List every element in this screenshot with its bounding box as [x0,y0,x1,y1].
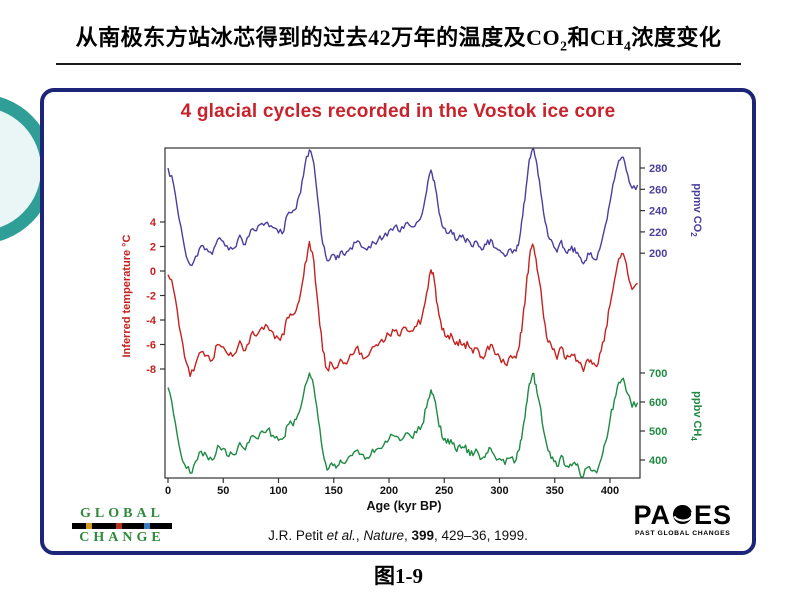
svg-text:200: 200 [649,248,667,260]
svg-text:Inferred temperature °C: Inferred temperature °C [121,234,133,357]
slide-title-sub-ch4: 4 [624,38,632,54]
citation-journal: Nature [363,528,404,543]
pages-logo: PA ES PAST GLOBAL CHANGES [633,502,732,538]
slide-title: 从南极东方站冰芯得到的过去42万年的温度及CO2和CH4浓度变化 [56,20,741,66]
plot-frame [164,147,641,479]
svg-text:220: 220 [649,227,667,239]
citation-pages: , 429–36, 1999. [434,528,528,543]
global-change-logo-line1: GLOBAL [80,506,164,521]
svg-text:-6: -6 [146,340,156,352]
co2-axis-title: ppmv CO2 [689,183,703,237]
svg-text:280: 280 [649,163,667,175]
vostok-chart-panel: 4 glacial cycles recorded in the Vostok … [40,88,756,555]
svg-text:-4: -4 [146,315,157,327]
svg-text:2: 2 [150,242,156,254]
x-axis: 0 50 100 150 200 250 300 350 400 Age (kyr BP) [165,478,619,513]
svg-text:-2: -2 [146,291,156,303]
svg-text:0: 0 [150,266,156,278]
pages-globe-icon [672,503,694,530]
citation-etal: et al. [326,528,356,543]
svg-text:400: 400 [601,485,619,497]
svg-text:200: 200 [380,485,398,497]
temperature-axis: 4 2 0 -2 -4 -6 -8 Inferred temperature °C [121,217,165,376]
svg-text:4: 4 [150,217,157,229]
ch4-axis-title: ppbv CH4 [689,391,703,441]
svg-text:500: 500 [649,426,667,438]
svg-text:50: 50 [217,485,229,497]
pages-logo-name: PA ES [633,502,732,529]
svg-text:700: 700 [649,368,667,380]
svg-text:250: 250 [435,485,453,497]
figure-caption-label: 图 [374,564,395,588]
citation-author: J.R. Petit [268,528,327,543]
svg-text:300: 300 [490,485,508,497]
slide-title-sub-co2: 2 [560,38,568,54]
svg-text:150: 150 [325,485,343,497]
svg-text:100: 100 [269,485,287,497]
vostok-chart-panel-inner: 4 glacial cycles recorded in the Vostok … [44,92,752,551]
pages-logo-name-pre: PA [633,500,671,530]
ch4-axis: 700 600 500 400 ppbv CH4 [640,368,703,467]
slide-title-text-post: 浓度变化 [631,25,722,50]
global-change-logo-line2: CHANGE [79,530,165,546]
citation-sep2: , [403,528,412,543]
global-change-logo: GLOBAL CHANGE [70,506,174,546]
pages-logo-name-post: ES [693,500,732,530]
svg-text:600: 600 [649,397,667,409]
ch4-series-line [167,372,639,478]
svg-text:0: 0 [165,485,171,497]
svg-text:350: 350 [546,485,564,497]
chart-title: 4 glacial cycles recorded in the Vostok … [180,101,616,122]
svg-text:240: 240 [649,206,667,218]
co2-axis: 280 260 240 220 200 ppmv CO2 [640,163,703,260]
svg-text:400: 400 [649,455,667,467]
svg-text:Age (kyr BP): Age (kyr BP) [366,499,441,513]
citation-sep1: , [355,528,364,543]
vostok-plot: 0 50 100 150 200 250 300 350 400 Age (kyr BP) 4 2 0 -… [121,147,703,513]
svg-text:-8: -8 [146,364,156,376]
slide-title-text-pre: 从南极东方站冰芯得到的过去42万年的温度及CO [75,25,561,50]
svg-text:260: 260 [649,184,667,196]
citation: J.R. Petit et al., Nature, 399, 429–36, … [44,528,752,543]
figure-caption-number: 1-9 [395,564,423,588]
temperature-series-line [167,240,638,378]
pages-logo-subtitle: PAST GLOBAL CHANGES [635,530,731,537]
slide-title-text-mid: 和CH [567,25,624,50]
citation-volume: 399 [411,528,435,543]
figure-caption: 图1-9 [0,560,797,590]
global-change-logo-bar [72,523,172,530]
co2-series-line [167,148,639,267]
